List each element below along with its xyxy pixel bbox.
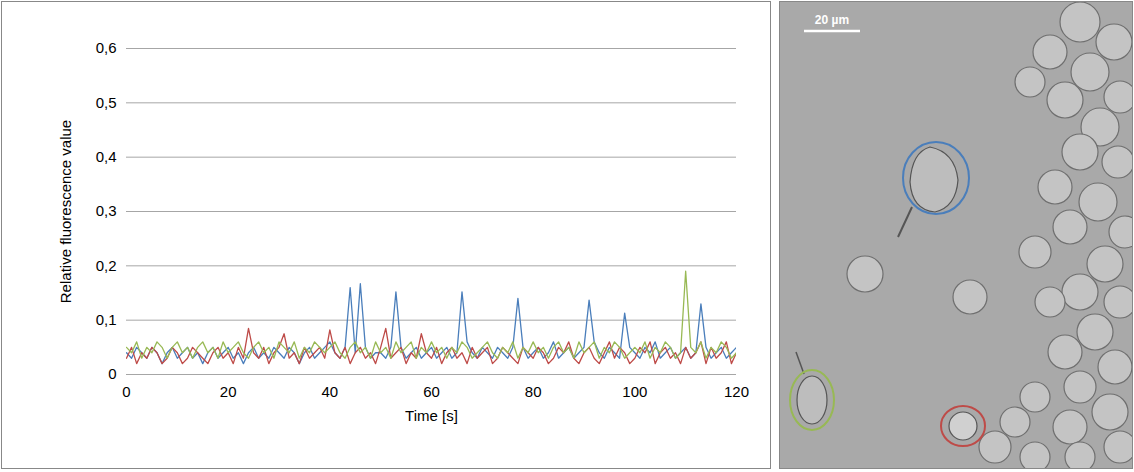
svg-text:0,5: 0,5 [96, 94, 117, 111]
svg-text:0,6: 0,6 [96, 39, 117, 56]
svg-text:0,3: 0,3 [96, 202, 117, 219]
svg-text:0,4: 0,4 [96, 148, 117, 165]
svg-text:Relative fluorescence value: Relative fluorescence value [57, 120, 74, 303]
svg-text:0: 0 [122, 383, 130, 400]
svg-text:100: 100 [622, 383, 647, 400]
svg-text:20: 20 [220, 383, 237, 400]
svg-text:0,1: 0,1 [96, 311, 117, 328]
svg-text:40: 40 [321, 383, 338, 400]
svg-text:80: 80 [525, 383, 542, 400]
svg-text:Time [s]: Time [s] [405, 407, 458, 424]
svg-text:0: 0 [108, 365, 116, 382]
svg-text:20 µm: 20 µm [815, 13, 849, 27]
svg-text:0,2: 0,2 [96, 257, 117, 274]
svg-text:120: 120 [724, 383, 749, 400]
svg-text:60: 60 [423, 383, 440, 400]
